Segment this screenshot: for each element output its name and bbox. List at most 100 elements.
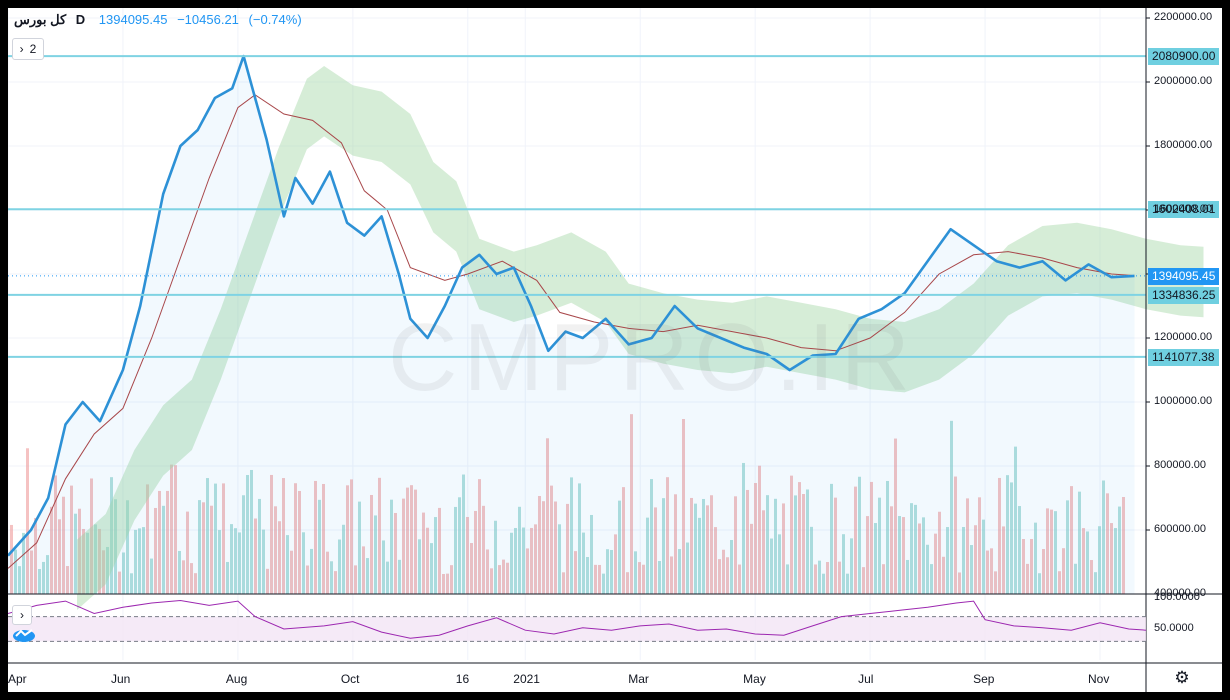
volume-bar <box>802 494 805 594</box>
volume-bar <box>1042 549 1045 594</box>
volume-bar <box>570 477 573 594</box>
volume-bar <box>698 517 701 594</box>
volume-bar <box>482 505 485 594</box>
volume-bar <box>822 573 825 594</box>
y-tick-label: 1600000.00 <box>1154 203 1213 215</box>
volume-bar <box>166 490 169 594</box>
volume-bar <box>22 532 25 594</box>
volume-bar <box>534 524 537 594</box>
volume-bar <box>134 529 137 594</box>
volume-bar <box>290 550 293 594</box>
volume-bar <box>170 464 173 594</box>
volume-bar <box>538 495 541 594</box>
volume-bar <box>654 507 657 594</box>
volume-bar <box>658 561 661 594</box>
volume-bar <box>70 485 73 594</box>
current-price-label: 1394095.45 <box>1148 267 1220 285</box>
volume-bar <box>750 523 753 594</box>
y-tick-label: 2000000.00 <box>1154 75 1213 87</box>
volume-bar <box>858 476 861 594</box>
volume-bar <box>678 549 681 594</box>
rsi-collapse-button[interactable]: › <box>12 605 32 625</box>
volume-bar <box>18 566 21 594</box>
volume-bar <box>106 546 109 594</box>
volume-bar <box>686 542 689 594</box>
volume-bar <box>130 573 133 594</box>
volume-bar <box>682 419 685 594</box>
change-value: −10456.21 <box>177 12 239 27</box>
volume-bar <box>378 477 381 594</box>
volume-bar <box>446 573 449 594</box>
volume-bar <box>874 523 877 594</box>
volume-bar <box>642 564 645 594</box>
volume-bar <box>994 571 997 594</box>
volume-bar <box>114 499 117 594</box>
volume-bar <box>1082 528 1085 594</box>
volume-bar <box>214 483 217 594</box>
volume-bar <box>970 545 973 594</box>
volume-bar <box>954 476 957 594</box>
volume-bar <box>458 497 461 594</box>
volume-bar <box>630 414 633 594</box>
volume-bar <box>102 550 105 594</box>
volume-bar <box>574 551 577 594</box>
volume-bar <box>270 474 273 594</box>
price-chart[interactable] <box>8 8 1222 692</box>
volume-bar <box>366 558 369 594</box>
symbol-name[interactable]: کل بورس <box>14 12 67 27</box>
volume-bar <box>878 497 881 594</box>
volume-bar <box>914 504 917 594</box>
volume-bar <box>1022 539 1025 594</box>
volume-bar <box>502 559 505 594</box>
volume-bar <box>350 479 353 594</box>
volume-bar <box>94 524 97 594</box>
volume-bar <box>150 558 153 594</box>
volume-bar <box>782 503 785 594</box>
volume-bar <box>466 516 469 594</box>
volume-bar <box>890 506 893 594</box>
volume-bar <box>674 494 677 594</box>
volume-bar <box>690 497 693 594</box>
indicators-toggle-button[interactable]: › 2 <box>12 38 44 60</box>
volume-bar <box>738 564 741 594</box>
chevron-right-icon: › <box>20 608 24 622</box>
volume-bar <box>902 517 905 594</box>
timeframe-label[interactable]: D <box>75 12 86 27</box>
volume-bar <box>222 483 225 594</box>
price-line <box>8 54 1135 557</box>
volume-bar <box>794 495 797 594</box>
gear-icon[interactable]: ⚙ <box>1174 668 1190 687</box>
y-tick-label: 1800000.00 <box>1154 139 1213 151</box>
volume-bar <box>1090 560 1093 594</box>
volume-bar <box>766 495 769 594</box>
volume-bar <box>50 506 53 594</box>
level-label: 1334836.25 <box>1148 286 1220 304</box>
volume-bar <box>842 534 845 594</box>
y-tick-label: 2200000.00 <box>1154 11 1213 23</box>
volume-bar <box>746 489 749 594</box>
volume-bar <box>1018 506 1021 594</box>
volume-bar <box>546 438 549 594</box>
volume-bar <box>318 499 321 594</box>
volume-bar <box>786 564 789 594</box>
volume-bar <box>610 549 613 594</box>
volume-bar <box>754 483 757 594</box>
volume-bar <box>386 561 389 594</box>
volume-bar <box>198 500 201 594</box>
volume-bar <box>186 511 189 594</box>
volume-bar <box>510 532 513 594</box>
volume-bar <box>778 534 781 594</box>
volume-bar <box>650 479 653 594</box>
volume-bar <box>922 517 925 594</box>
volume-bar <box>1038 573 1041 594</box>
volume-bar <box>86 532 89 594</box>
volume-bar <box>814 564 817 594</box>
volume-bar <box>374 515 377 594</box>
volume-bar <box>38 568 41 594</box>
volume-bar <box>470 543 473 594</box>
volume-bar <box>662 498 665 594</box>
volume-bar <box>886 480 889 594</box>
volume-bar <box>606 549 609 594</box>
chart-legend: کل بورس D 1394095.45 −10456.21 (−0.74%) <box>14 12 308 28</box>
volume-bar <box>850 538 853 594</box>
